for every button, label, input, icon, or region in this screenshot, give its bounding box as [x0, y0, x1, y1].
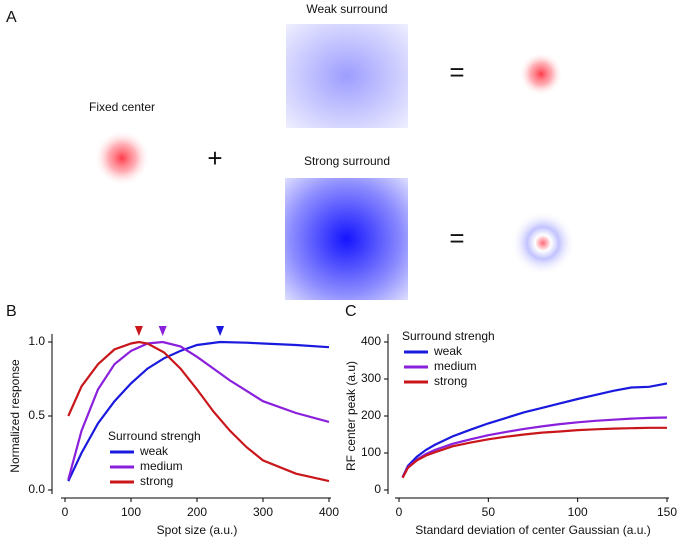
panel-label: C	[345, 303, 357, 320]
data-line	[401, 426, 667, 479]
data-line	[401, 416, 668, 478]
data-line	[67, 340, 330, 480]
y-tick-label: 400	[361, 334, 381, 348]
legend-title: Surround strengh	[402, 329, 495, 343]
equals-sign: =	[449, 223, 464, 253]
peak-marker	[216, 326, 225, 336]
y-tick-label: 200	[361, 408, 381, 422]
strong-label: Strong surround	[304, 154, 390, 168]
legend-label: weak	[139, 444, 169, 458]
x-tick-label: 150	[657, 505, 677, 519]
weak-surround	[286, 24, 408, 128]
legend-label: strong	[140, 474, 173, 488]
legend-label: medium	[140, 459, 183, 473]
data-line	[67, 340, 330, 482]
legend-label: weak	[433, 344, 463, 358]
strong-surround	[285, 178, 408, 300]
legend-label: strong	[434, 374, 467, 388]
x-tick-label: 0	[62, 505, 69, 519]
x-tick-label: 100	[568, 505, 588, 519]
x-tick-label: 100	[121, 505, 141, 519]
panel-label: B	[6, 303, 17, 320]
panel-label: A	[6, 9, 17, 26]
y-axis-label: Normalized response	[8, 359, 22, 473]
weak-label: Weak surround	[306, 2, 387, 16]
y-tick-label: 1.0	[28, 334, 45, 348]
plus-sign: +	[207, 143, 222, 173]
center-label: Fixed center	[89, 100, 155, 114]
x-tick-label: 0	[396, 505, 403, 519]
peak-marker	[158, 326, 167, 336]
x-tick-label: 300	[253, 505, 273, 519]
center-gaussian	[94, 130, 150, 186]
x-axis-label: Spot size (a.u.)	[157, 523, 238, 537]
y-tick-label: 0	[374, 482, 381, 496]
y-tick-label: 300	[361, 371, 381, 385]
legend-title: Surround strengh	[108, 429, 201, 443]
y-axis-label: RF center peak (a.u)	[344, 361, 358, 471]
equals-sign: =	[449, 57, 464, 87]
x-axis-label: Standard deviation of center Gaussian (a…	[415, 523, 650, 537]
strong-result	[511, 211, 575, 275]
y-tick-label: 100	[361, 445, 381, 459]
legend-label: medium	[434, 359, 477, 373]
data-line	[67, 340, 330, 483]
weak-result	[519, 52, 563, 96]
x-tick-label: 400	[319, 505, 339, 519]
data-line	[401, 382, 668, 478]
y-tick-label: 0.0	[28, 482, 45, 496]
x-tick-label: 200	[187, 505, 207, 519]
peak-marker	[134, 326, 143, 336]
y-tick-label: 0.5	[28, 408, 45, 422]
x-tick-label: 50	[482, 505, 496, 519]
